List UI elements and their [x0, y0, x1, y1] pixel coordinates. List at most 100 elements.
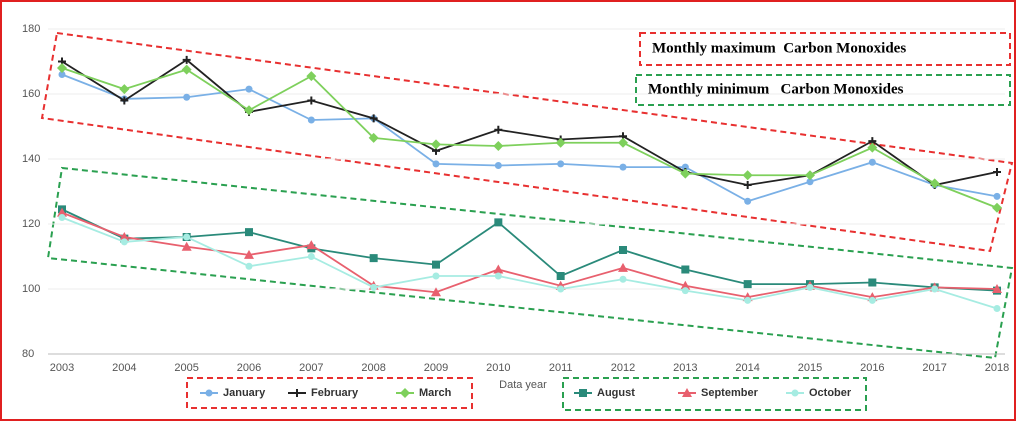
- marker: [120, 238, 128, 246]
- marker: [494, 272, 502, 280]
- marker: [431, 287, 441, 297]
- marker: [557, 160, 565, 168]
- x-tick-label: 2018: [985, 362, 1009, 374]
- marker: [929, 178, 940, 189]
- marker: [293, 389, 301, 397]
- y-tick-label: 140: [22, 153, 40, 165]
- marker: [245, 85, 253, 93]
- marker: [181, 64, 192, 75]
- marker: [493, 264, 504, 274]
- marker: [556, 272, 565, 280]
- marker: [183, 233, 191, 241]
- groupings: [40, 31, 1014, 411]
- x-tick-label: 2014: [735, 362, 759, 374]
- x-tick-label: 2017: [922, 362, 946, 374]
- marker: [369, 254, 378, 263]
- marker: [806, 283, 814, 291]
- marker: [183, 93, 191, 101]
- marker: [682, 388, 692, 397]
- annotation: Monthly minimum Carbon Monoxides: [648, 81, 904, 97]
- marker: [681, 163, 689, 171]
- marker: [432, 160, 440, 168]
- marker: [743, 280, 752, 289]
- marker: [58, 71, 66, 78]
- marker: [931, 285, 939, 293]
- marker: [432, 272, 440, 280]
- marker: [619, 246, 627, 254]
- marker: [993, 168, 1001, 176]
- marker: [432, 260, 440, 269]
- annotation: Monthly maximum Carbon Monoxides: [652, 40, 906, 56]
- marker: [306, 71, 317, 82]
- marker: [743, 181, 752, 189]
- x-tick-label: 2005: [174, 362, 198, 374]
- x-tick-label: 2004: [112, 362, 136, 374]
- marker: [493, 141, 504, 151]
- x-tick-label: 2012: [611, 362, 635, 374]
- x-tick-label: 2009: [424, 362, 448, 374]
- series-line: [61, 58, 998, 186]
- marker: [681, 265, 690, 274]
- series-line: [61, 73, 998, 203]
- x-tick-label: 2016: [860, 362, 884, 374]
- marker: [992, 202, 1002, 213]
- x-tick-label: 2006: [237, 362, 261, 374]
- marker: [370, 283, 378, 291]
- marker: [307, 253, 315, 260]
- marker: [680, 280, 691, 290]
- marker: [182, 55, 191, 64]
- legend-label: February: [311, 387, 359, 399]
- marker: [205, 389, 213, 397]
- marker: [307, 116, 315, 124]
- y-tick-label: 120: [22, 218, 40, 230]
- x-tick-label: 2010: [486, 362, 510, 374]
- marker: [369, 114, 378, 123]
- x-tick-label: 2011: [549, 362, 573, 374]
- x-tick-label: 2003: [50, 362, 74, 374]
- marker: [307, 96, 316, 105]
- series-line: [61, 67, 998, 209]
- x-axis-label: Data year: [499, 379, 547, 391]
- marker: [181, 241, 192, 251]
- marker: [744, 197, 752, 205]
- marker: [306, 240, 317, 250]
- marker: [993, 192, 1001, 200]
- marker: [120, 96, 129, 105]
- x-tick-label: 2008: [361, 362, 385, 374]
- marker: [992, 284, 1002, 293]
- marker: [742, 170, 753, 181]
- marker: [744, 296, 752, 304]
- marker: [680, 168, 691, 179]
- x-tick-label: 2015: [798, 362, 822, 374]
- marker: [868, 296, 876, 304]
- marker: [494, 125, 503, 134]
- x-tick-label: 2013: [673, 362, 697, 374]
- legend-label: August: [597, 387, 635, 399]
- legend-label: September: [701, 387, 759, 399]
- marker: [867, 142, 878, 153]
- marker: [58, 214, 66, 221]
- marker: [57, 63, 67, 73]
- marker: [431, 139, 441, 150]
- marker: [805, 170, 815, 181]
- marker: [618, 262, 628, 272]
- marker: [119, 84, 130, 95]
- marker: [619, 163, 627, 171]
- y-tick-label: 100: [22, 283, 40, 295]
- marker: [618, 137, 628, 148]
- marker: [57, 207, 67, 217]
- max-note-box: [639, 32, 1011, 66]
- marker: [119, 232, 130, 241]
- y-tick-label: 160: [22, 88, 40, 100]
- marker: [993, 305, 1001, 312]
- legend-box-min: [562, 377, 867, 411]
- marker: [244, 105, 254, 116]
- marker: [868, 278, 877, 287]
- marker: [868, 158, 876, 166]
- marker: [681, 287, 689, 295]
- min-note-box: [635, 74, 1011, 106]
- marker: [791, 389, 799, 397]
- marker: [368, 132, 379, 143]
- series-line: [61, 208, 998, 292]
